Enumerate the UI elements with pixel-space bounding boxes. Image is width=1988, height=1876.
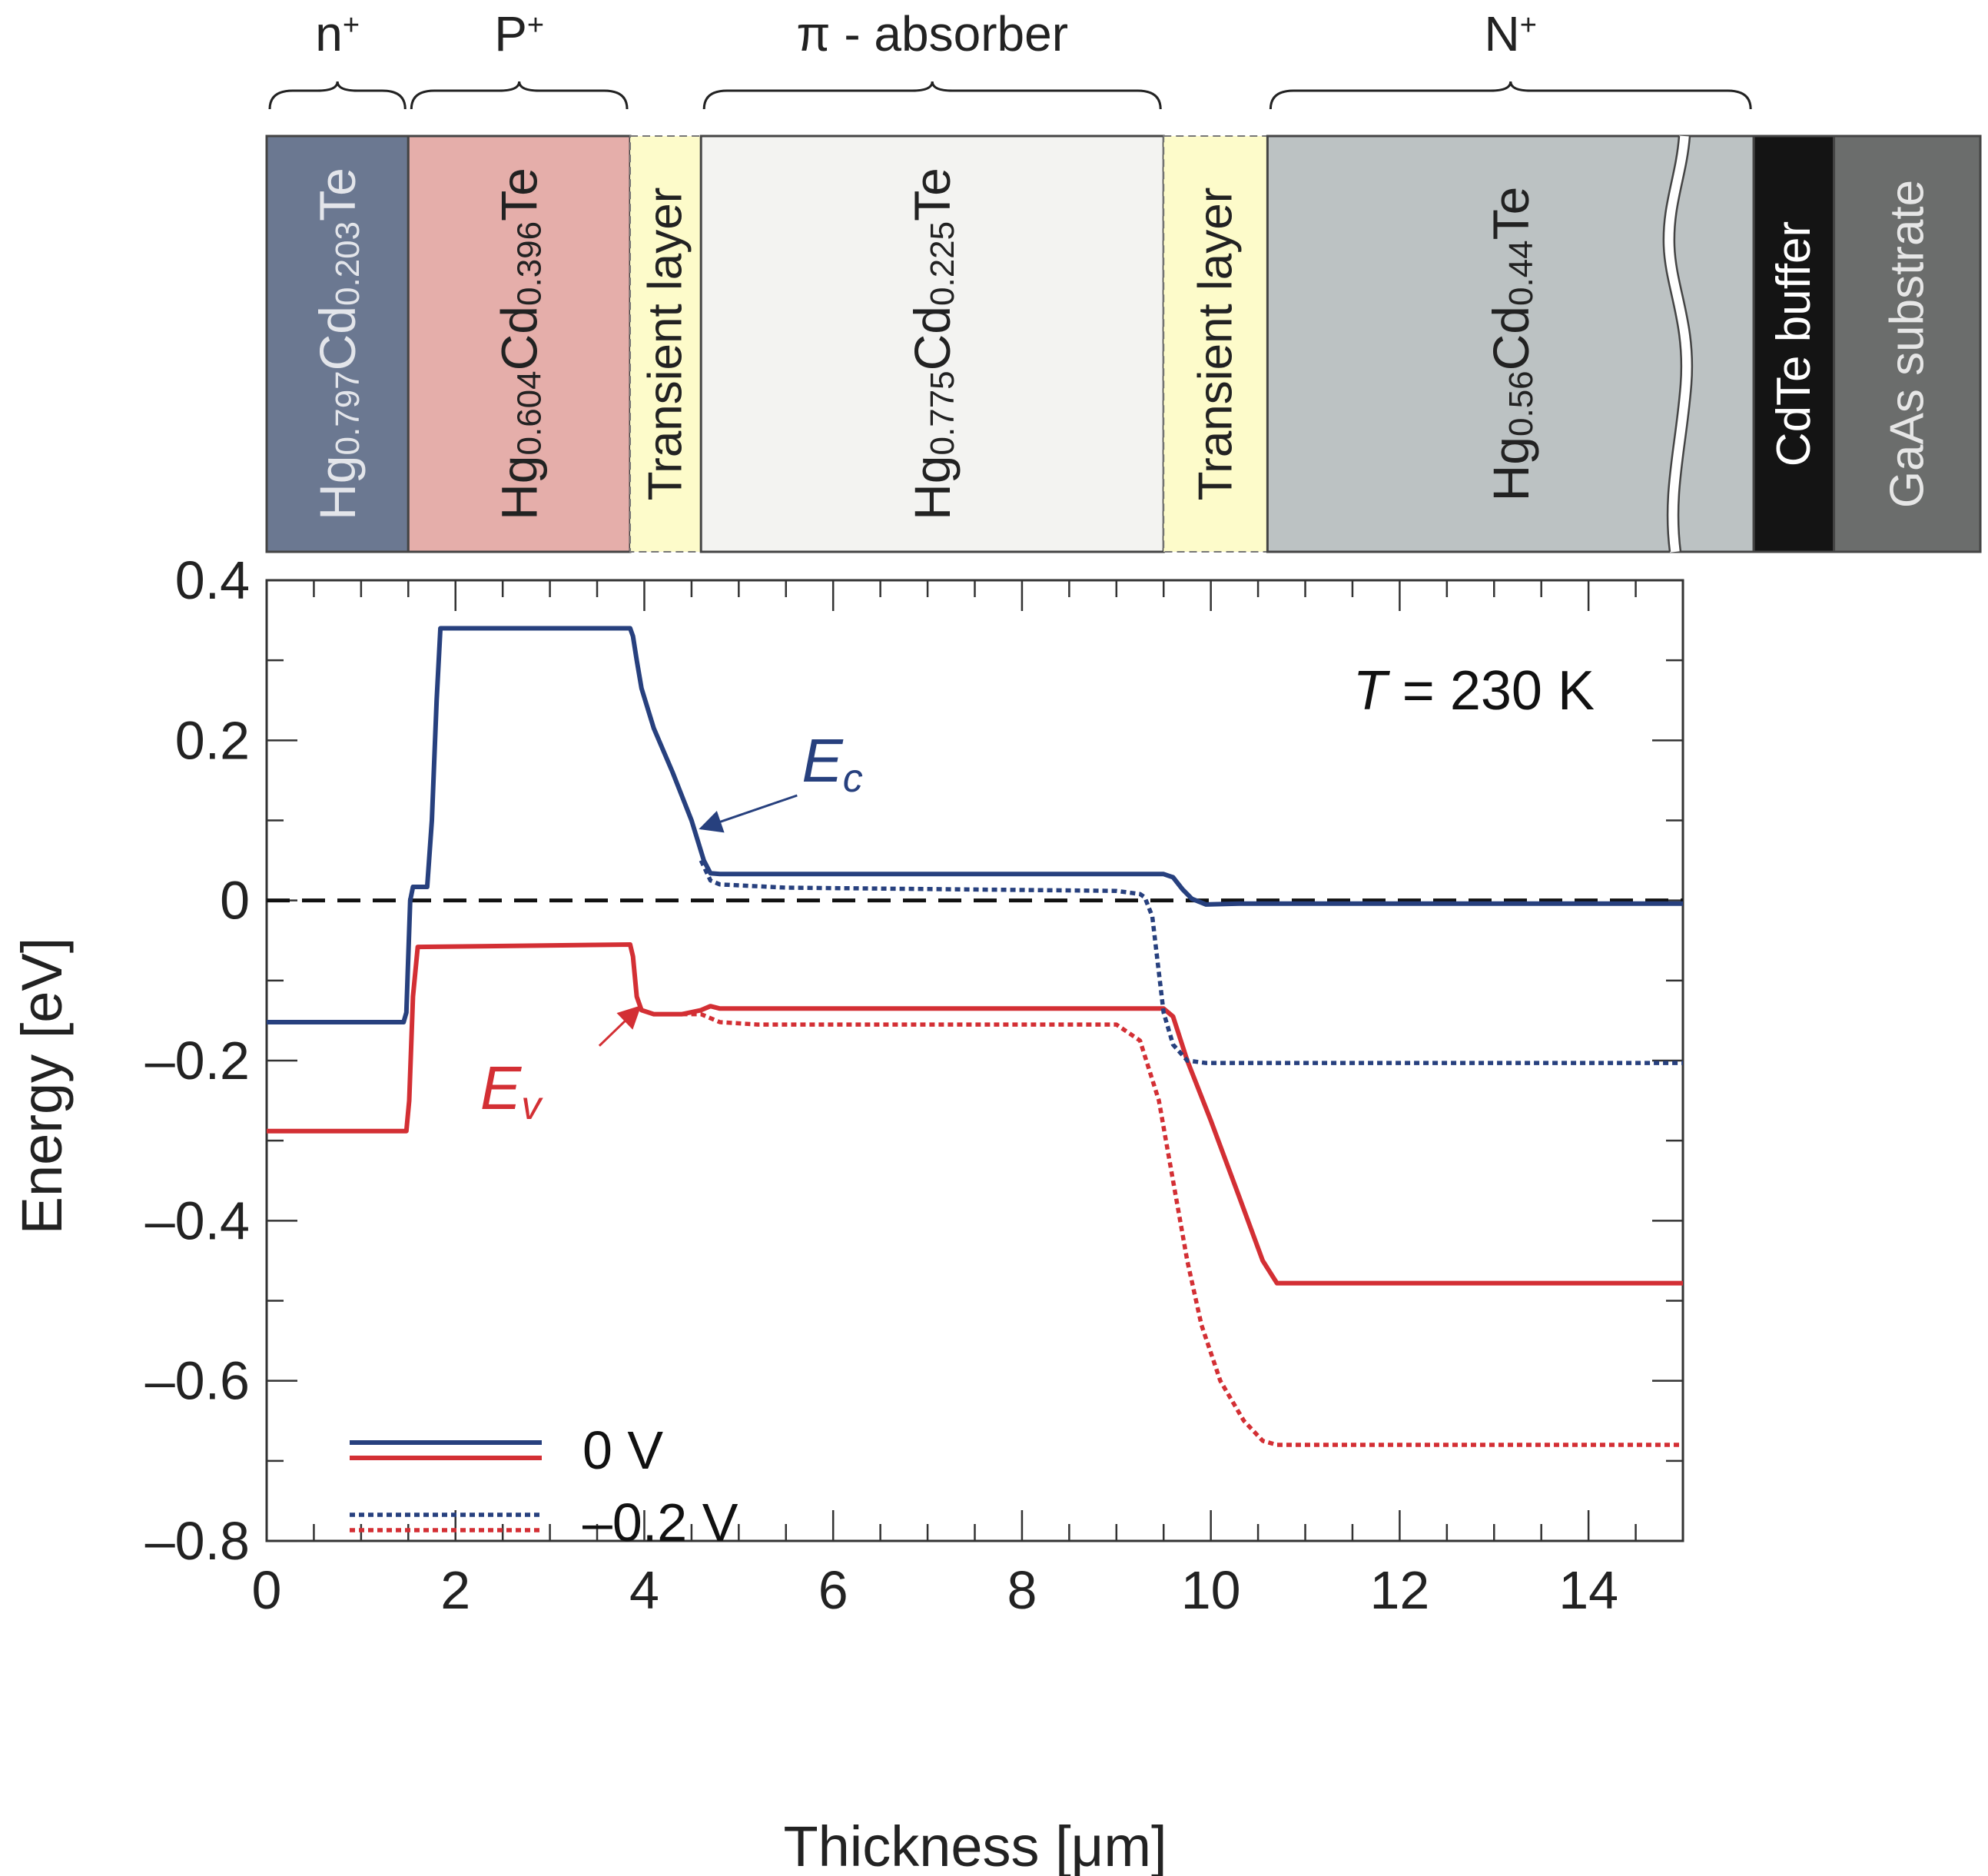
series-ec-solid — [267, 626, 1683, 1024]
layer-block-n_plus: Hg0.797Cd0.203Te — [265, 134, 410, 553]
layer-rect-n_plus — [265, 134, 410, 553]
layer-block-absorber: Hg0.775Cd0.225Te — [699, 134, 1165, 553]
layer-rect-transient — [1163, 135, 1269, 553]
y-tick-label: 0 — [220, 871, 250, 931]
x-axis-ticks: 0 2 4 6 8 10 12 14 — [252, 580, 1684, 1620]
region-label-absorber: π - absorber — [796, 6, 1068, 61]
layer-block-gaas: GaAs substrate — [1833, 134, 1982, 553]
y-tick-label: –0.2 — [145, 1031, 250, 1091]
ev-arrow — [598, 1005, 642, 1047]
y-tick-label: –0.8 — [145, 1511, 250, 1571]
series-ev-solid — [267, 942, 1683, 1286]
legend: 0 V –0.2 V — [350, 1420, 738, 1552]
brace-n_big — [1269, 81, 1752, 110]
layer-rect-absorber — [699, 134, 1165, 553]
y-tick-label: 0.2 — [175, 710, 250, 770]
y-axis-ticks: 0.4 0.2 0 –0.2 –0.4 –0.6 –0.8 — [145, 550, 1683, 1571]
brace-absorber — [702, 81, 1162, 110]
layer-label: Transient layer — [639, 188, 692, 501]
ec-arrow — [699, 794, 798, 833]
ev-label: Ev — [480, 1054, 543, 1128]
x-tick-label: 12 — [1369, 1560, 1429, 1620]
layer-block-transient: Transient layer — [1163, 135, 1269, 553]
layer-rect-gaas — [1833, 134, 1982, 553]
layer-label: GaAs substrate — [1880, 180, 1933, 508]
y-tick-label: 0.4 — [175, 550, 250, 610]
x-axis-label: Thickness [μm] — [783, 1815, 1167, 1876]
layer-rect-cdte — [1752, 134, 1836, 553]
y-axis-label: Energy [eV] — [10, 938, 74, 1235]
layer-block-p_plus: Hg0.604Cd0.396Te — [407, 134, 632, 553]
y-tick-label: –0.4 — [145, 1190, 250, 1250]
legend-label: –0.2 V — [582, 1492, 738, 1552]
annotations: T = 230 K Ec Ev — [480, 660, 1595, 1128]
layer-break-edge — [1662, 135, 1683, 553]
layer-label: Hg0.56Cd0.44Te — [1482, 187, 1540, 502]
layer-label: CdTe buffer — [1767, 221, 1820, 467]
band-series — [267, 626, 1683, 1447]
layer-rect-p_plus — [407, 134, 632, 553]
x-tick-label: 0 — [252, 1560, 282, 1620]
x-tick-label: 4 — [629, 1560, 659, 1620]
series-ev-dotted — [682, 1011, 1683, 1447]
brace-n_plus — [268, 81, 407, 110]
temperature-label: T = 230 K — [1353, 660, 1595, 722]
layer-rect-transient — [629, 135, 702, 553]
x-tick-label: 6 — [818, 1560, 848, 1620]
y-tick-label: –0.6 — [145, 1351, 250, 1411]
x-tick-label: 10 — [1181, 1560, 1241, 1620]
plot-frame — [265, 579, 1684, 1542]
layer-label: Hg0.604Cd0.396Te — [491, 168, 549, 520]
ec-label: Ec — [802, 726, 862, 801]
band-plot: 0 2 4 6 8 10 12 14 0.4 0.2 0 –0.2 –0.4 –0.6 –0.8 T = … — [145, 550, 1684, 1620]
legend-label: 0 V — [582, 1420, 663, 1480]
layer-label: Hg0.797Cd0.203Te — [309, 168, 367, 520]
x-tick-label: 14 — [1558, 1560, 1618, 1620]
region-braces: n+ P+ π - absorber N+ — [268, 6, 1752, 110]
region-label-n_big: N+ — [1485, 6, 1537, 61]
layer-block-transient: Transient layer — [629, 135, 702, 553]
x-tick-label: 2 — [440, 1560, 470, 1620]
series-ec-dotted — [699, 859, 1683, 1065]
brace-p_plus — [410, 81, 629, 110]
layer-break-gap — [1663, 135, 1692, 553]
layer-label: Hg0.775Cd0.225Te — [904, 168, 961, 520]
layer-label: Transient layer — [1189, 188, 1242, 501]
layer-structure-strip: Hg0.797Cd0.203Te Hg0.604Cd0.396Te Transien… — [265, 134, 1982, 553]
layer-block-cdte: CdTe buffer — [1752, 134, 1836, 553]
region-label-n_plus: n+ — [315, 6, 360, 61]
x-tick-label: 8 — [1007, 1560, 1037, 1620]
layer-break-edge — [1673, 135, 1694, 553]
region-label-p_plus: P+ — [494, 6, 544, 61]
